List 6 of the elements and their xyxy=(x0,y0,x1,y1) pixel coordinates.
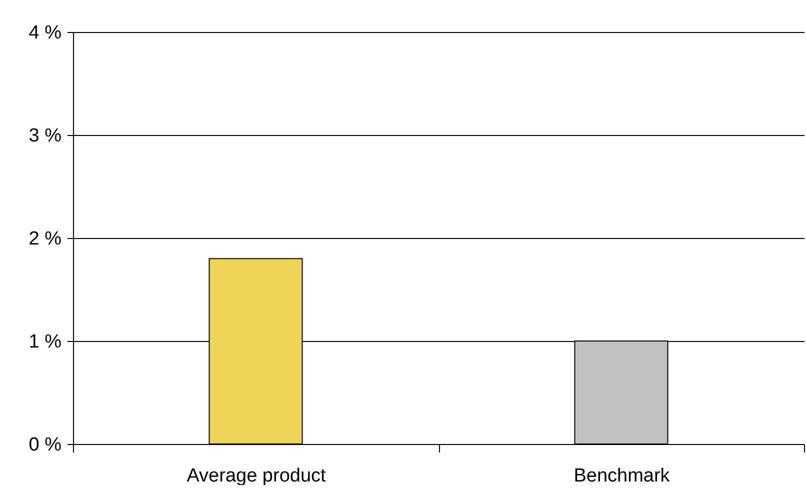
y-tick-label: 2 % xyxy=(28,228,62,250)
y-tick-label: 3 % xyxy=(28,126,62,146)
y-tick-label: 0 % xyxy=(28,434,62,456)
x-tick-label: Benchmark xyxy=(574,466,670,486)
y-tick-label: 4 % xyxy=(28,22,62,44)
y-tick-label: 1 % xyxy=(28,332,62,352)
